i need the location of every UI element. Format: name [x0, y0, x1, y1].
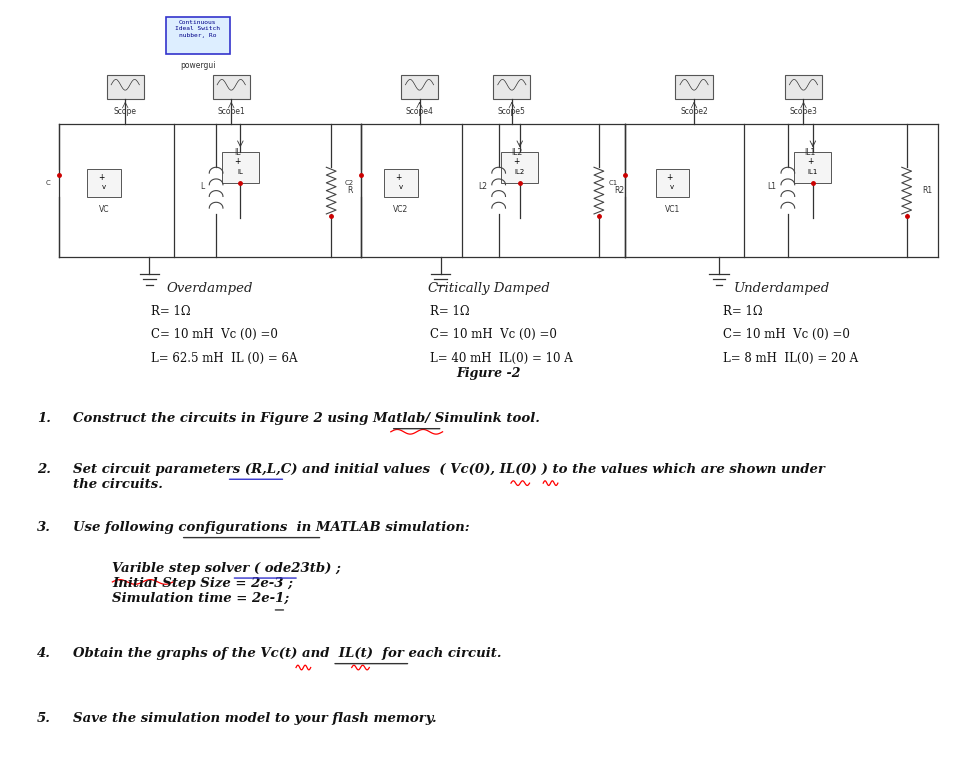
FancyBboxPatch shape	[501, 152, 538, 183]
Text: VC2: VC2	[394, 205, 408, 214]
Text: 2.: 2.	[37, 463, 51, 476]
Text: Figure -2: Figure -2	[456, 367, 521, 380]
Text: VC1: VC1	[664, 205, 680, 214]
Text: C1: C1	[609, 180, 617, 186]
Text: C= 10 mH  Vc (0) =0: C= 10 mH Vc (0) =0	[723, 328, 850, 342]
Text: +: +	[98, 173, 105, 182]
Text: L2: L2	[478, 182, 487, 191]
Text: Scope3: Scope3	[789, 107, 818, 116]
Text: Critically Damped: Critically Damped	[428, 282, 549, 296]
Text: Construct the circuits in Figure 2 using Matlab/ Simulink tool.: Construct the circuits in Figure 2 using…	[73, 412, 540, 426]
Text: IL1: IL1	[808, 169, 818, 175]
FancyBboxPatch shape	[106, 75, 144, 99]
Text: v: v	[399, 184, 404, 190]
Text: L= 40 mH  IL(0) = 10 A: L= 40 mH IL(0) = 10 A	[430, 352, 573, 365]
Text: Scope5: Scope5	[498, 107, 526, 116]
Text: Scope: Scope	[113, 107, 137, 116]
Text: R: R	[347, 186, 353, 195]
Text: Use following configurations  in MATLAB simulation:: Use following configurations in MATLAB s…	[73, 521, 470, 534]
Text: IL: IL	[234, 148, 240, 157]
Text: IL2: IL2	[511, 148, 523, 157]
Text: Continuous
Ideal Switch
nubber, Ro: Continuous Ideal Switch nubber, Ro	[175, 20, 221, 37]
Text: C2: C2	[345, 180, 354, 186]
Text: C= 10 mH  Vc (0) =0: C= 10 mH Vc (0) =0	[430, 328, 557, 342]
FancyBboxPatch shape	[675, 75, 712, 99]
Text: Underdamped: Underdamped	[734, 282, 829, 296]
Text: R2: R2	[615, 186, 624, 195]
Text: Scope1: Scope1	[217, 107, 245, 116]
Text: 1.: 1.	[37, 412, 51, 426]
Text: 3.: 3.	[37, 521, 51, 534]
Text: v: v	[102, 184, 106, 190]
FancyBboxPatch shape	[401, 75, 438, 99]
Text: C= 10 mH  Vc (0) =0: C= 10 mH Vc (0) =0	[151, 328, 278, 342]
Text: VC: VC	[99, 205, 109, 214]
Text: R1: R1	[922, 186, 932, 195]
Text: R= 1Ω: R= 1Ω	[430, 305, 470, 318]
FancyBboxPatch shape	[656, 169, 689, 197]
Text: L= 62.5 mH  IL (0) = 6A: L= 62.5 mH IL (0) = 6A	[151, 352, 298, 365]
Text: Varible step solver ( ode23tb) ;
Initial Step Size = 2e-3 ;
Simulation time = 2e: Varible step solver ( ode23tb) ; Initial…	[112, 562, 341, 605]
Text: IL2: IL2	[515, 169, 525, 175]
FancyBboxPatch shape	[166, 17, 230, 54]
Text: Overdamped: Overdamped	[167, 282, 253, 296]
Text: Scope2: Scope2	[680, 107, 708, 116]
Text: R= 1Ω: R= 1Ω	[151, 305, 191, 318]
FancyBboxPatch shape	[785, 75, 822, 99]
Text: IL1: IL1	[804, 148, 816, 157]
Text: R= 1Ω: R= 1Ω	[723, 305, 763, 318]
Text: +: +	[395, 173, 402, 182]
Text: L: L	[200, 182, 204, 191]
Text: C: C	[46, 180, 51, 186]
Text: v: v	[670, 184, 674, 190]
FancyBboxPatch shape	[384, 169, 418, 197]
Text: +: +	[666, 173, 672, 182]
FancyBboxPatch shape	[794, 152, 831, 183]
FancyBboxPatch shape	[213, 75, 250, 99]
Text: 4.: 4.	[37, 647, 51, 661]
Text: 5.: 5.	[37, 712, 51, 725]
Text: IL: IL	[237, 169, 243, 175]
Text: Scope4: Scope4	[405, 107, 434, 116]
Text: +: +	[807, 157, 813, 166]
Text: powergui: powergui	[180, 61, 216, 71]
Text: L1: L1	[767, 182, 776, 191]
Text: +: +	[514, 157, 520, 166]
Text: +: +	[234, 157, 240, 166]
FancyBboxPatch shape	[222, 152, 259, 183]
Text: Obtain the graphs of the Vc(t) and  IL(t)  for each circuit.: Obtain the graphs of the Vc(t) and IL(t)…	[73, 647, 502, 661]
Text: Save the simulation model to your flash memory.: Save the simulation model to your flash …	[73, 712, 437, 725]
Text: L= 8 mH  IL(0) = 20 A: L= 8 mH IL(0) = 20 A	[723, 352, 858, 365]
FancyBboxPatch shape	[88, 169, 121, 197]
FancyBboxPatch shape	[493, 75, 531, 99]
Text: Set circuit parameters (R,L,C) and initial values  ( Vc(0), IL(0) ) to the value: Set circuit parameters (R,L,C) and initi…	[73, 463, 826, 491]
